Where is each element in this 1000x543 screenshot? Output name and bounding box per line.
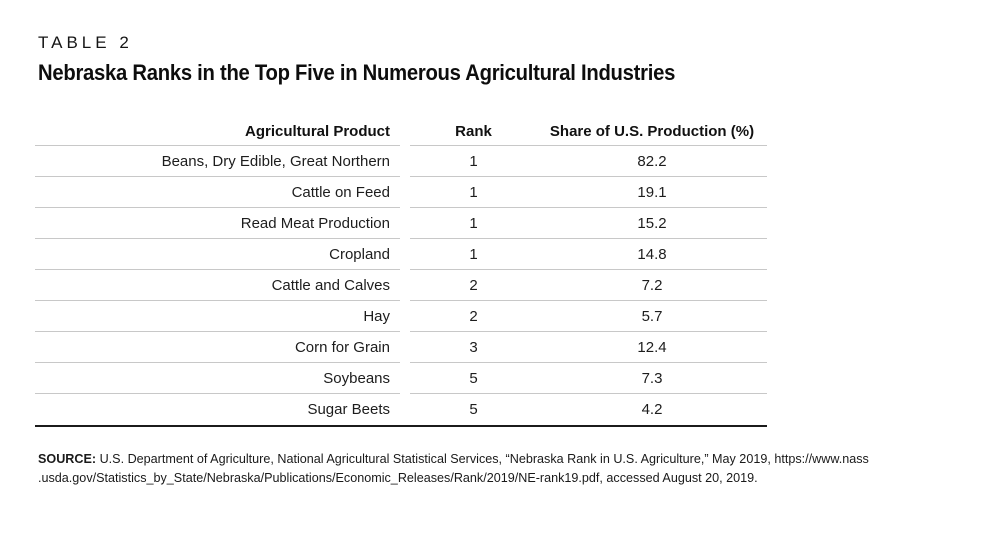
- cell-share: 7.3: [537, 363, 767, 394]
- cell-share: 14.8: [537, 239, 767, 270]
- column-gap: [400, 363, 410, 394]
- column-gap: [400, 239, 410, 270]
- cell-product: Beans, Dry Edible, Great Northern: [35, 146, 400, 177]
- cell-rank: 3: [410, 332, 537, 363]
- table-row: Corn for Grain 3 12.4: [35, 332, 767, 363]
- column-gap: [400, 301, 410, 332]
- cell-rank: 1: [410, 177, 537, 208]
- cell-product: Cattle and Calves: [35, 270, 400, 301]
- column-gap: [400, 332, 410, 363]
- source-text-line1: U.S. Department of Agriculture, National…: [96, 452, 869, 466]
- cell-share: 4.2: [641, 401, 663, 418]
- column-gap: [400, 270, 410, 301]
- table-row: Soybeans 5 7.3: [35, 363, 767, 394]
- cell-rank: 1: [410, 208, 537, 239]
- cell-share: 7.2: [537, 270, 767, 301]
- column-header-rank: Rank: [410, 118, 537, 146]
- table-title: Nebraska Ranks in the Top Five in Numero…: [38, 60, 676, 85]
- table-header-row: Agricultural Product Rank Share of U.S. …: [35, 118, 767, 146]
- column-gap: [400, 394, 410, 425]
- cell-rank: 1: [410, 239, 537, 270]
- table-row: Sugar Beets 5 4.2: [35, 394, 767, 425]
- cell-product: Read Meat Production: [35, 208, 400, 239]
- table-row: Beans, Dry Edible, Great Northern 1 82.2: [35, 146, 767, 177]
- source-text-line2: .usda.gov/Statistics_by_State/Nebraska/P…: [38, 471, 758, 485]
- cell-share: 15.2: [537, 208, 767, 239]
- cell-product: Hay: [35, 301, 400, 332]
- cell-share: 12.4: [537, 332, 767, 363]
- table-row: Read Meat Production 1 15.2: [35, 208, 767, 239]
- table-label: TABLE 2: [38, 33, 133, 52]
- source-note: SOURCE: U.S. Department of Agriculture, …: [38, 450, 962, 488]
- column-header-share: Share of U.S. Production (%): [537, 118, 767, 146]
- cell-product: Cropland: [35, 239, 400, 270]
- source-label: SOURCE:: [38, 452, 97, 466]
- column-header-product: Agricultural Product: [35, 118, 400, 146]
- cell-product: Sugar Beets: [307, 401, 390, 418]
- data-table: Agricultural Product Rank Share of U.S. …: [35, 118, 767, 427]
- cell-rank: 5: [410, 363, 537, 394]
- cell-rank: 2: [410, 270, 537, 301]
- cell-rank: 2: [410, 301, 537, 332]
- column-gap: [400, 177, 410, 208]
- cell-product: Soybeans: [35, 363, 400, 394]
- table-row: Hay 2 5.7: [35, 301, 767, 332]
- column-gap: [400, 118, 410, 146]
- cell-share: 82.2: [537, 146, 767, 177]
- table-row: Cropland 1 14.8: [35, 239, 767, 270]
- column-gap: [400, 146, 410, 177]
- cell-share: 5.7: [537, 301, 767, 332]
- cell-rank: 1: [410, 146, 537, 177]
- column-gap: [400, 208, 410, 239]
- table-row: Cattle and Calves 2 7.2: [35, 270, 767, 301]
- report-table-figure: TABLE 2 Nebraska Ranks in the Top Five i…: [0, 33, 1000, 543]
- table-body: Beans, Dry Edible, Great Northern 1 82.2…: [35, 146, 767, 425]
- cell-product: Corn for Grain: [35, 332, 400, 363]
- cell-share: 19.1: [537, 177, 767, 208]
- cell-product: Cattle on Feed: [35, 177, 400, 208]
- cell-rank: 5: [469, 401, 478, 418]
- table-row: Cattle on Feed 1 19.1: [35, 177, 767, 208]
